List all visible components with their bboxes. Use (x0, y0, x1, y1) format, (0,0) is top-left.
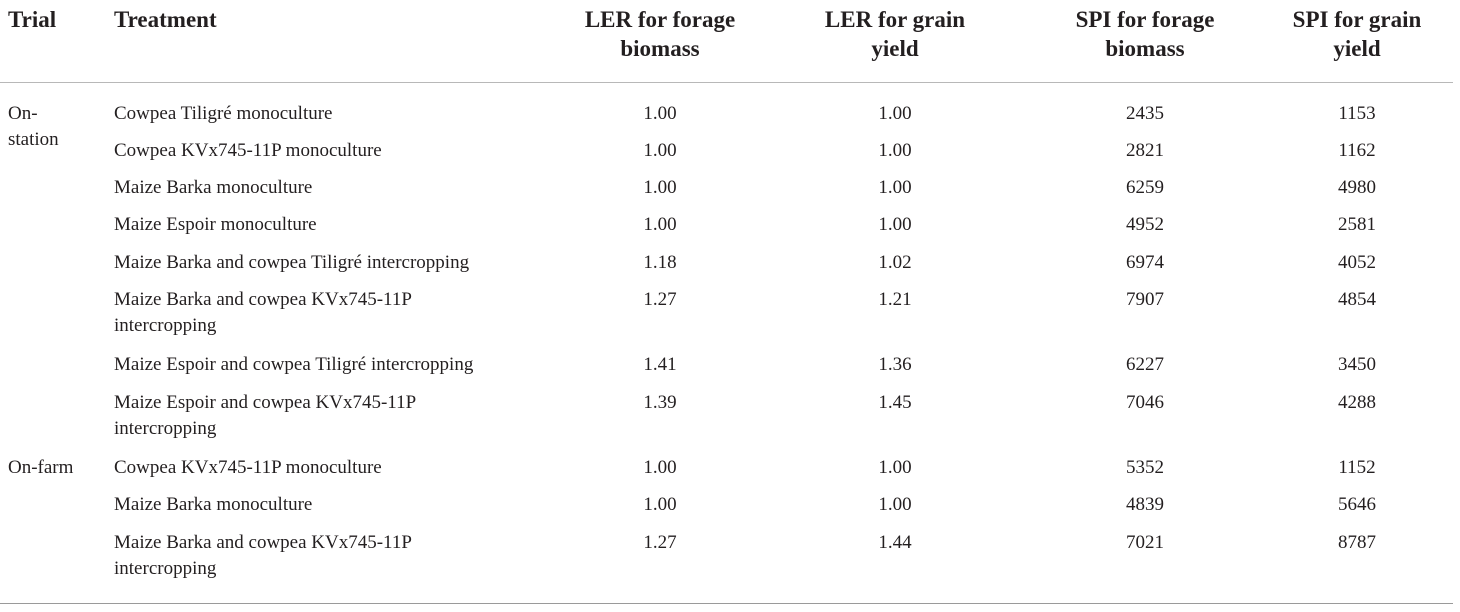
header-spi-grain: SPI for grain yield (1237, 5, 1460, 63)
spi-forage-cell: 2821 (1126, 140, 1164, 161)
treatment-cell: Cowpea Tiligré monoculture (114, 103, 333, 124)
ler-forage-cell: 1.00 (643, 214, 677, 235)
spi-forage-cell: 4952 (1126, 214, 1164, 235)
header-ler-forage-line1: LER for forage (584, 7, 736, 32)
treatment-cell: Maize Barka and cowpea Tiligré intercrop… (114, 252, 470, 273)
ler-forage-cell: 1.27 (643, 532, 677, 553)
header-ler-grain-line1: LER for grain (824, 7, 966, 32)
spi-grain-cell: 4288 (1338, 392, 1376, 413)
ler-forage-cell: 1.18 (643, 252, 677, 273)
spi-grain-cell: 1152 (1338, 457, 1376, 478)
ler-forage-cell: 1.00 (643, 140, 677, 161)
ler-forage-cell: 1.00 (643, 177, 677, 198)
treatment-line1: Maize Espoir and cowpea KVx745-11P (114, 392, 417, 413)
header-treatment: Treatment (114, 7, 217, 32)
ler-grain-cell: 1.44 (878, 532, 912, 553)
trial-on-farm: On-farm (8, 457, 74, 478)
treatment-line2: intercropping (114, 418, 217, 439)
treatment-line1: Maize Barka and cowpea KVx745-11P (114, 289, 412, 310)
ler-grain-cell: 1.00 (878, 214, 912, 235)
trial-on-station-line2: station (8, 129, 59, 150)
header-ler-forage-line2: biomass (620, 36, 700, 61)
ler-forage-cell: 1.00 (643, 103, 677, 124)
treatment-line2: intercropping (114, 315, 217, 336)
treatment-cell: Maize Barka monoculture (114, 177, 313, 198)
header-rule (0, 82, 1453, 83)
treatment-cell: Maize Espoir and cowpea KVx745-11P inter… (114, 390, 416, 442)
ler-grain-cell: 1.00 (878, 103, 912, 124)
treatment-cell: Maize Barka and cowpea KVx745-11P interc… (114, 287, 412, 339)
treatment-cell: Maize Espoir monoculture (114, 214, 317, 235)
spi-forage-cell: 6974 (1126, 252, 1164, 273)
trial-on-station-line1: On- (8, 103, 38, 124)
treatment-cell: Cowpea KVx745-11P monoculture (114, 457, 382, 478)
spi-grain-cell: 1162 (1338, 140, 1376, 161)
table-header: Trial Treatment LER for forage biomass L… (0, 5, 1453, 80)
spi-forage-cell: 2435 (1126, 103, 1164, 124)
spi-grain-cell: 8787 (1338, 532, 1376, 553)
header-spi-forage: SPI for forage biomass (1025, 5, 1265, 63)
treatment-line1: Maize Barka and cowpea KVx745-11P (114, 532, 412, 553)
ler-grain-cell: 1.00 (878, 494, 912, 515)
treatment-line2: intercropping (114, 558, 217, 579)
header-ler-forage: LER for forage biomass (540, 5, 780, 63)
spi-forage-cell: 6227 (1126, 354, 1164, 375)
header-trial: Trial (8, 7, 57, 32)
spi-forage-cell: 6259 (1126, 177, 1164, 198)
ler-forage-cell: 1.27 (643, 289, 677, 310)
ler-grain-cell: 1.00 (878, 457, 912, 478)
spi-grain-cell: 2581 (1338, 214, 1376, 235)
spi-grain-cell: 4052 (1338, 252, 1376, 273)
spi-forage-cell: 7046 (1126, 392, 1164, 413)
spi-grain-cell: 5646 (1338, 494, 1376, 515)
treatment-cell: Cowpea KVx745-11P monoculture (114, 140, 382, 161)
treatment-cell: Maize Barka and cowpea KVx745-11P interc… (114, 530, 412, 582)
spi-grain-cell: 4980 (1338, 177, 1376, 198)
header-ler-grain: LER for grain yield (775, 5, 1015, 63)
header-spi-grain-line1: SPI for grain (1292, 7, 1422, 32)
spi-forage-cell: 4839 (1126, 494, 1164, 515)
ler-forage-cell: 1.39 (643, 392, 677, 413)
table-bottom-rule (0, 603, 1453, 604)
header-spi-forage-line1: SPI for forage (1075, 7, 1215, 32)
spi-grain-cell: 1153 (1338, 103, 1376, 124)
ler-grain-cell: 1.45 (878, 392, 912, 413)
ler-grain-cell: 1.02 (878, 252, 912, 273)
ler-grain-cell: 1.21 (878, 289, 912, 310)
header-spi-forage-line2: biomass (1105, 36, 1185, 61)
spi-forage-cell: 7021 (1126, 532, 1164, 553)
treatment-cell: Maize Espoir and cowpea Tiligré intercro… (114, 354, 474, 375)
spi-grain-cell: 4854 (1338, 289, 1376, 310)
spi-forage-cell: 5352 (1126, 457, 1164, 478)
trial-on-station: On- station (8, 101, 59, 153)
ler-grain-cell: 1.36 (878, 354, 912, 375)
spi-grain-cell: 3450 (1338, 354, 1376, 375)
ler-forage-cell: 1.00 (643, 494, 677, 515)
header-ler-grain-line2: yield (871, 36, 919, 61)
header-spi-grain-line2: yield (1333, 36, 1381, 61)
ler-forage-cell: 1.00 (643, 457, 677, 478)
treatment-cell: Maize Barka monoculture (114, 494, 313, 515)
spi-forage-cell: 7907 (1126, 289, 1164, 310)
ler-grain-cell: 1.00 (878, 140, 912, 161)
ler-grain-cell: 1.00 (878, 177, 912, 198)
ler-forage-cell: 1.41 (643, 354, 677, 375)
